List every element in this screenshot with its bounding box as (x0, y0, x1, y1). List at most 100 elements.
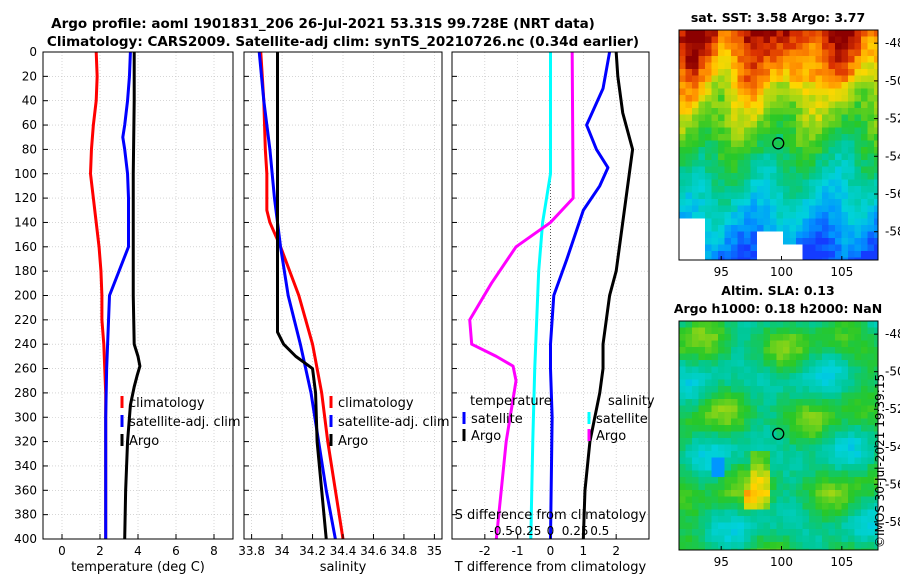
map-cell (828, 412, 836, 419)
map-cell (679, 425, 686, 432)
map-cell (763, 69, 771, 76)
map-cell (874, 470, 881, 478)
map-cell (731, 535, 738, 543)
map-cell (718, 75, 725, 83)
map-cell (789, 36, 797, 44)
map-cell (698, 101, 706, 109)
map-cell (679, 542, 686, 549)
map-cell (789, 535, 797, 543)
map-cell (737, 218, 745, 226)
map-cell (802, 179, 810, 187)
map-cell (835, 399, 842, 406)
map-cell (744, 101, 751, 109)
map-cell (770, 340, 777, 348)
map-cell (692, 75, 699, 83)
map-cell (835, 451, 842, 458)
y-tick-label: 360 (14, 483, 37, 497)
map-cell (828, 438, 836, 445)
map-cell (770, 334, 777, 341)
map-cell (757, 218, 764, 226)
map-cell (776, 509, 784, 517)
map-cell (692, 509, 699, 517)
map-cell (698, 244, 706, 252)
map-cell (679, 62, 686, 70)
map-cell (750, 483, 758, 491)
map-cell (822, 205, 829, 213)
map-cell (711, 43, 719, 50)
map-cell (705, 470, 712, 478)
map-cell (848, 483, 855, 491)
map-cell (783, 192, 790, 200)
map-cell (711, 516, 719, 523)
map-cell (698, 327, 706, 335)
map-cell (854, 412, 862, 419)
map-cell (861, 62, 868, 70)
map-cell (692, 360, 699, 367)
map-cell (770, 347, 777, 354)
map-cell (789, 490, 797, 497)
map-cell (828, 516, 836, 523)
map-cell (802, 82, 810, 89)
map-cell (770, 405, 777, 413)
map-cell (828, 101, 836, 109)
map-cell (757, 114, 764, 122)
map-cell (763, 399, 771, 406)
map-cell (822, 444, 829, 452)
sla-title-line-1: Altim. SLA: 0.13 (721, 283, 834, 298)
map-cell (679, 321, 686, 328)
map-cell (711, 121, 719, 128)
map-cell (783, 95, 790, 102)
map-cell (711, 379, 719, 387)
map-cell (718, 56, 725, 63)
map-cell (854, 425, 862, 432)
map-cell (737, 399, 745, 406)
map-cell (679, 444, 686, 452)
series-satellite-adj--clim (257, 51, 337, 540)
map-cell (815, 244, 823, 252)
map-cell (861, 88, 868, 96)
x-tick-label: 34.4 (330, 544, 357, 558)
map-cell (835, 49, 842, 57)
map-cell (705, 56, 712, 63)
map-cell (737, 405, 745, 413)
map-cell (789, 95, 797, 102)
map-cell (724, 483, 732, 491)
map-cell (692, 529, 699, 536)
map-cell (731, 405, 738, 413)
map-cell (854, 457, 862, 465)
map-cell (763, 379, 771, 387)
map-cell (763, 490, 771, 497)
map-cell (848, 444, 855, 452)
map-cell (757, 75, 764, 83)
map-cell (841, 451, 849, 458)
map-cell (796, 327, 803, 335)
map-cell (796, 490, 803, 497)
map-cell (737, 366, 745, 374)
map-cell (679, 418, 686, 426)
map-cell (770, 542, 777, 549)
map-cell (724, 166, 732, 174)
map-cell (692, 477, 699, 484)
map-cell (809, 522, 816, 530)
map-cell (737, 535, 745, 543)
map-cell (724, 464, 732, 471)
map-cell (809, 49, 816, 57)
map-cell (718, 218, 725, 226)
map-cell (770, 205, 777, 213)
map-cell (724, 379, 732, 387)
map-cell (692, 140, 699, 148)
map-cell (757, 147, 764, 154)
map-cell (757, 69, 764, 76)
map-cell (835, 334, 842, 341)
map-cell (822, 62, 829, 70)
map-cell (815, 56, 823, 63)
series-satellite (529, 52, 552, 540)
map-cell (679, 392, 686, 400)
map-cell (841, 535, 849, 543)
map-cell (783, 509, 790, 517)
map-cell (809, 56, 816, 63)
map-cell (867, 360, 875, 367)
map-cell (835, 509, 842, 517)
x-tick-label: 34.8 (391, 544, 418, 558)
map-cell (757, 470, 764, 478)
